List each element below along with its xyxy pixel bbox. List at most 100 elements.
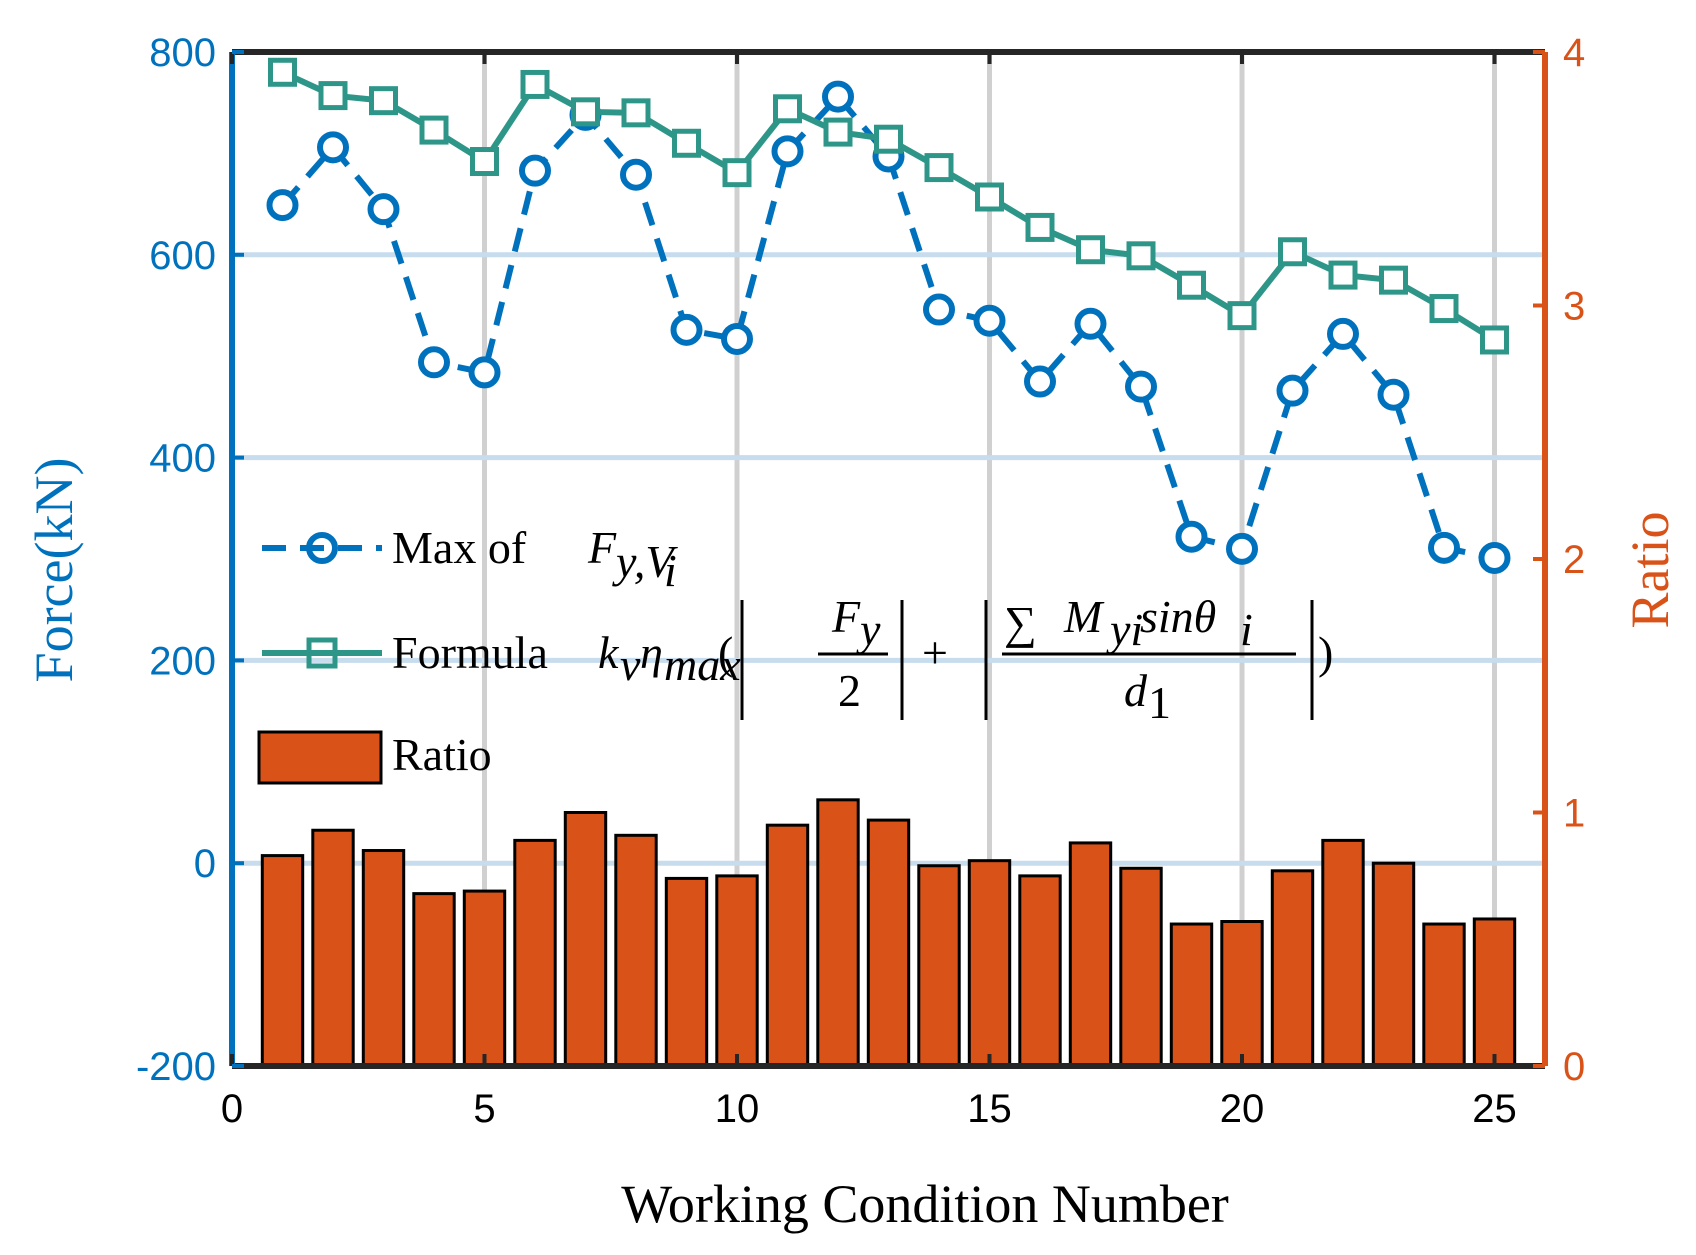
- formula-series-line: [281, 69, 1497, 343]
- legend: Max of F y,V i Formula k v η max ( F y: [257, 522, 1333, 785]
- svg-text:max: max: [664, 639, 741, 690]
- legend-math-formula: k v η max ( F y 2 + ∑ M yi sinθ i d: [598, 591, 1333, 728]
- y-right-tick-label-0: 0: [1563, 1045, 1585, 1089]
- x-tick-label-5: 25: [1472, 1087, 1517, 1131]
- max-force-point-3: [367, 193, 400, 226]
- svg-text:i: i: [664, 545, 677, 596]
- svg-text:(: (: [718, 627, 733, 678]
- max-force-point-19: [1175, 520, 1208, 553]
- x-tick-label-4: 20: [1220, 1087, 1265, 1131]
- max-force-point-1: [266, 189, 299, 222]
- legend-swatch-formula-marker: [306, 637, 338, 669]
- svg-text:2: 2: [838, 665, 861, 716]
- max-force-point-24: [1428, 531, 1460, 564]
- formula-point-18: [1126, 241, 1156, 271]
- ratio-bar-6: [513, 838, 557, 1068]
- max-force-point-2: [317, 131, 349, 164]
- y-left-tick-label-2: 200: [149, 639, 216, 683]
- max-force-point-9: [670, 313, 703, 346]
- ratio-bar-3: [361, 849, 406, 1068]
- legend-label-ratio: Ratio: [392, 729, 492, 780]
- ratio-bar-16: [1018, 874, 1062, 1068]
- legend-entry-formula: Formula k v η max ( F y 2 + ∑ M yi sinθ …: [262, 591, 1333, 728]
- svg-text:v: v: [620, 639, 641, 690]
- x-tick-label-0: 0: [221, 1087, 243, 1131]
- legend-swatch-ratio: [257, 730, 383, 785]
- formula-point-23: [1379, 265, 1408, 295]
- max-force-point-15: [973, 304, 1006, 337]
- svg-text:y: y: [856, 604, 881, 655]
- ratio-bar-8: [614, 833, 658, 1068]
- max-force-point-17: [1074, 307, 1107, 340]
- formula-point-22: [1328, 260, 1358, 290]
- legend-swatch-max-marker: [306, 532, 338, 564]
- formula-point-12: [823, 117, 853, 147]
- ratio-bar-24: [1422, 922, 1466, 1068]
- ratio-bar-11: [765, 823, 810, 1068]
- ratio-bar-14: [917, 864, 961, 1068]
- y-left-tick-label-3: 400: [149, 437, 216, 481]
- formula-point-16: [1025, 212, 1055, 242]
- formula-point-6: [520, 69, 550, 99]
- max-force-point-10: [721, 322, 753, 355]
- svg-text:η: η: [640, 627, 663, 678]
- formula-point-8: [621, 98, 651, 128]
- formula-point-20: [1227, 301, 1257, 331]
- ratio-bar-12: [816, 798, 860, 1068]
- svg-text:F: F: [587, 522, 617, 573]
- formula-point-21: [1278, 237, 1307, 267]
- ratio-bar-1: [260, 854, 305, 1068]
- svg-text:+: +: [922, 627, 948, 678]
- max-force-point-4: [418, 346, 450, 379]
- y-left-tick-label-4: 600: [149, 234, 216, 278]
- max-force-point-25: [1478, 541, 1511, 574]
- ratio-bar-21: [1270, 869, 1315, 1068]
- formula-point-5: [470, 147, 499, 177]
- formula-point-10: [722, 158, 752, 188]
- legend-entry-ratio: Ratio: [257, 729, 492, 785]
- ratio-bar-13: [866, 818, 911, 1068]
- formula-point-24: [1429, 294, 1459, 324]
- ratio-bar-2: [311, 828, 355, 1068]
- max-force-point-23: [1377, 378, 1410, 411]
- svg-text:yi: yi: [1106, 604, 1143, 655]
- x-axis-title: Working Condition Number: [621, 1174, 1229, 1234]
- legend-label-formula: Formula: [392, 627, 548, 678]
- ratio-bar-22: [1321, 838, 1365, 1068]
- ratio-bar-25: [1472, 917, 1517, 1068]
- svg-text:F: F: [831, 591, 861, 642]
- ratio-bar-20: [1220, 920, 1264, 1068]
- svg-text:M: M: [1063, 591, 1105, 642]
- axes: [229, 49, 1548, 1069]
- x-tick-label-2: 10: [715, 1087, 760, 1131]
- ratio-bar-10: [715, 874, 759, 1068]
- max-force-point-6: [519, 154, 551, 187]
- max-force-point-18: [1125, 370, 1157, 403]
- formula-point-13: [874, 124, 903, 154]
- legend-entry-max: Max of F y,V i: [262, 522, 678, 596]
- svg-text:d: d: [1124, 665, 1148, 716]
- max-force-point-12: [822, 80, 854, 113]
- y-right-tick-label-1: 1: [1563, 792, 1585, 836]
- max-force-point-8: [620, 158, 652, 191]
- ratio-bar-7: [563, 811, 608, 1068]
- max-force-point-16: [1024, 365, 1056, 398]
- y-left-tick-label-1: 0: [194, 842, 216, 886]
- max-force-point-22: [1327, 317, 1359, 350]
- formula-point-3: [369, 86, 398, 116]
- y-left-tick-label-5: 800: [149, 31, 216, 75]
- ratio-bar-15: [967, 859, 1012, 1068]
- svg-text:y,V: y,V: [612, 536, 678, 587]
- ratio-bar-9: [664, 876, 709, 1068]
- y-axis-left-title: Force(kN): [24, 458, 84, 683]
- max-force-point-21: [1276, 374, 1309, 407]
- formula-point-11: [773, 94, 802, 124]
- formula-point-4: [419, 115, 449, 145]
- formula-point-7: [571, 97, 600, 127]
- series-lines: [266, 57, 1511, 574]
- max-force-point-11: [771, 135, 804, 168]
- formula-point-25: [1480, 325, 1509, 355]
- svg-text:i: i: [1240, 604, 1253, 655]
- y-left-tick-label-0: -200: [136, 1045, 216, 1089]
